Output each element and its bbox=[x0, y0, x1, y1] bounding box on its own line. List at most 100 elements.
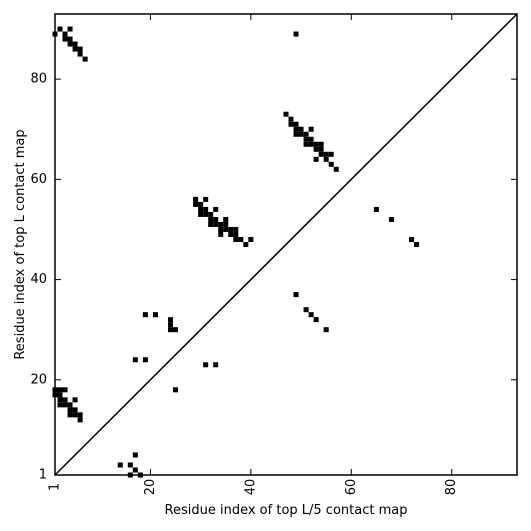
contact-cell-l5 bbox=[77, 46, 83, 52]
contact-cell-l5 bbox=[414, 241, 420, 247]
y-axis-label: Residue index of top L contact map bbox=[13, 129, 28, 359]
contact-cell-l5 bbox=[72, 41, 78, 47]
contact-cell-l5 bbox=[223, 216, 229, 222]
contact-cell-l5 bbox=[198, 211, 204, 217]
contact-cell-l5 bbox=[82, 56, 88, 62]
contact-cell-l5 bbox=[72, 46, 78, 52]
contact-cell-l5 bbox=[233, 231, 239, 237]
contact-cell-l5 bbox=[293, 121, 299, 127]
contact-cell-l5 bbox=[313, 141, 319, 147]
contact-cell-l bbox=[57, 387, 63, 393]
contact-cell-l bbox=[203, 362, 209, 368]
x-tick-label: 80 bbox=[444, 479, 459, 496]
contact-cells bbox=[52, 26, 420, 478]
contact-cell-l bbox=[72, 397, 78, 403]
contact-cell-l bbox=[67, 412, 73, 418]
contact-cell-l5 bbox=[293, 131, 299, 137]
contact-cell-l bbox=[57, 392, 63, 398]
contact-cell-l5 bbox=[308, 141, 314, 147]
y-tick-label: 20 bbox=[30, 372, 47, 387]
y-tick-label: 80 bbox=[30, 72, 47, 87]
contact-cell-l5 bbox=[233, 236, 239, 242]
contact-cell-l5 bbox=[203, 206, 209, 212]
contact-cell-l5 bbox=[203, 211, 209, 217]
contact-cell-l5 bbox=[288, 121, 294, 127]
contact-cell-l5 bbox=[203, 196, 209, 202]
contact-cell-l5 bbox=[313, 156, 319, 162]
contact-cell-l bbox=[127, 462, 133, 468]
contact-cell-l5 bbox=[238, 236, 244, 242]
x-tick-label: 60 bbox=[344, 479, 359, 496]
contact-cell-l5 bbox=[388, 216, 394, 222]
contact-cell-l5 bbox=[213, 216, 219, 222]
contact-cell-l bbox=[293, 292, 299, 298]
contact-cell-l5 bbox=[218, 221, 224, 227]
contact-cell-l bbox=[62, 397, 68, 403]
contact-cell-l5 bbox=[308, 136, 314, 142]
contact-cell-l5 bbox=[248, 236, 254, 242]
contact-cell-l5 bbox=[218, 226, 224, 232]
contact-cell-l5 bbox=[303, 131, 309, 137]
y-tick-labels: 1 20 40 60 80 bbox=[30, 72, 47, 483]
contact-cell-l bbox=[77, 412, 83, 418]
contact-cell-l bbox=[62, 387, 68, 393]
contact-cell-l5 bbox=[67, 36, 73, 42]
contact-cell-l5 bbox=[293, 31, 299, 37]
contact-cell-l5 bbox=[208, 221, 214, 227]
contact-cell-l5 bbox=[323, 151, 329, 157]
contact-cell-l5 bbox=[243, 241, 249, 247]
contact-cell-l5 bbox=[318, 141, 324, 147]
contact-cell-l bbox=[62, 402, 68, 408]
contact-cell-l5 bbox=[62, 31, 68, 37]
contact-cell-l bbox=[323, 327, 329, 333]
contact-cell-l5 bbox=[198, 201, 204, 207]
y-tick-label: 1 bbox=[39, 468, 47, 483]
contact-cell-l bbox=[72, 407, 78, 413]
contact-cell-l5 bbox=[223, 221, 229, 227]
x-tick-labels: 1 20 40 60 80 bbox=[48, 479, 460, 496]
contact-cell-l5 bbox=[193, 196, 199, 202]
contact-cell-l5 bbox=[318, 151, 324, 157]
contact-cell-l bbox=[67, 402, 73, 408]
contact-cell-l bbox=[72, 412, 78, 418]
contact-cell-l5 bbox=[62, 36, 68, 42]
contact-cell-l5 bbox=[208, 216, 214, 222]
contact-cell-l5 bbox=[288, 116, 294, 122]
x-tick-label: 40 bbox=[243, 479, 258, 496]
contact-cell-l bbox=[152, 312, 158, 318]
contact-cell-l5 bbox=[409, 236, 415, 242]
x-axis-label: Residue index of top L/5 contact map bbox=[165, 503, 408, 518]
contact-cell-l5 bbox=[313, 146, 319, 152]
x-tick-label: 20 bbox=[143, 479, 158, 496]
contact-cell-l bbox=[142, 357, 148, 363]
contact-cell-l5 bbox=[303, 141, 309, 147]
y-tick-label: 40 bbox=[30, 272, 47, 287]
contact-cell-l5 bbox=[373, 206, 379, 212]
diagonal-line bbox=[54, 13, 518, 476]
contact-cell-l5 bbox=[328, 161, 334, 167]
y-tick-label: 60 bbox=[30, 172, 47, 187]
contact-cell-l bbox=[57, 402, 63, 408]
contact-cell-l bbox=[173, 327, 179, 333]
contact-cell-l bbox=[173, 387, 179, 393]
x-tick-label: 1 bbox=[48, 483, 63, 491]
contact-cell-l bbox=[57, 397, 63, 403]
contact-cell-l bbox=[117, 462, 123, 468]
contact-cell-l bbox=[132, 452, 138, 458]
contact-cell-l bbox=[67, 407, 73, 413]
contact-cell-l5 bbox=[223, 226, 229, 232]
contact-cell-l5 bbox=[77, 51, 83, 57]
contact-cell-l5 bbox=[67, 26, 73, 32]
contact-cell-l bbox=[303, 307, 309, 313]
contact-cell-l5 bbox=[298, 131, 304, 137]
contact-cell-l5 bbox=[233, 226, 239, 232]
contact-cell-l5 bbox=[323, 156, 329, 162]
contact-cell-l5 bbox=[318, 146, 324, 152]
contact-cell-l5 bbox=[298, 126, 304, 132]
contact-cell-l5 bbox=[213, 221, 219, 227]
axis-ticks bbox=[54, 14, 517, 476]
contact-cell-l bbox=[142, 312, 148, 318]
contact-cell-l bbox=[308, 312, 314, 318]
